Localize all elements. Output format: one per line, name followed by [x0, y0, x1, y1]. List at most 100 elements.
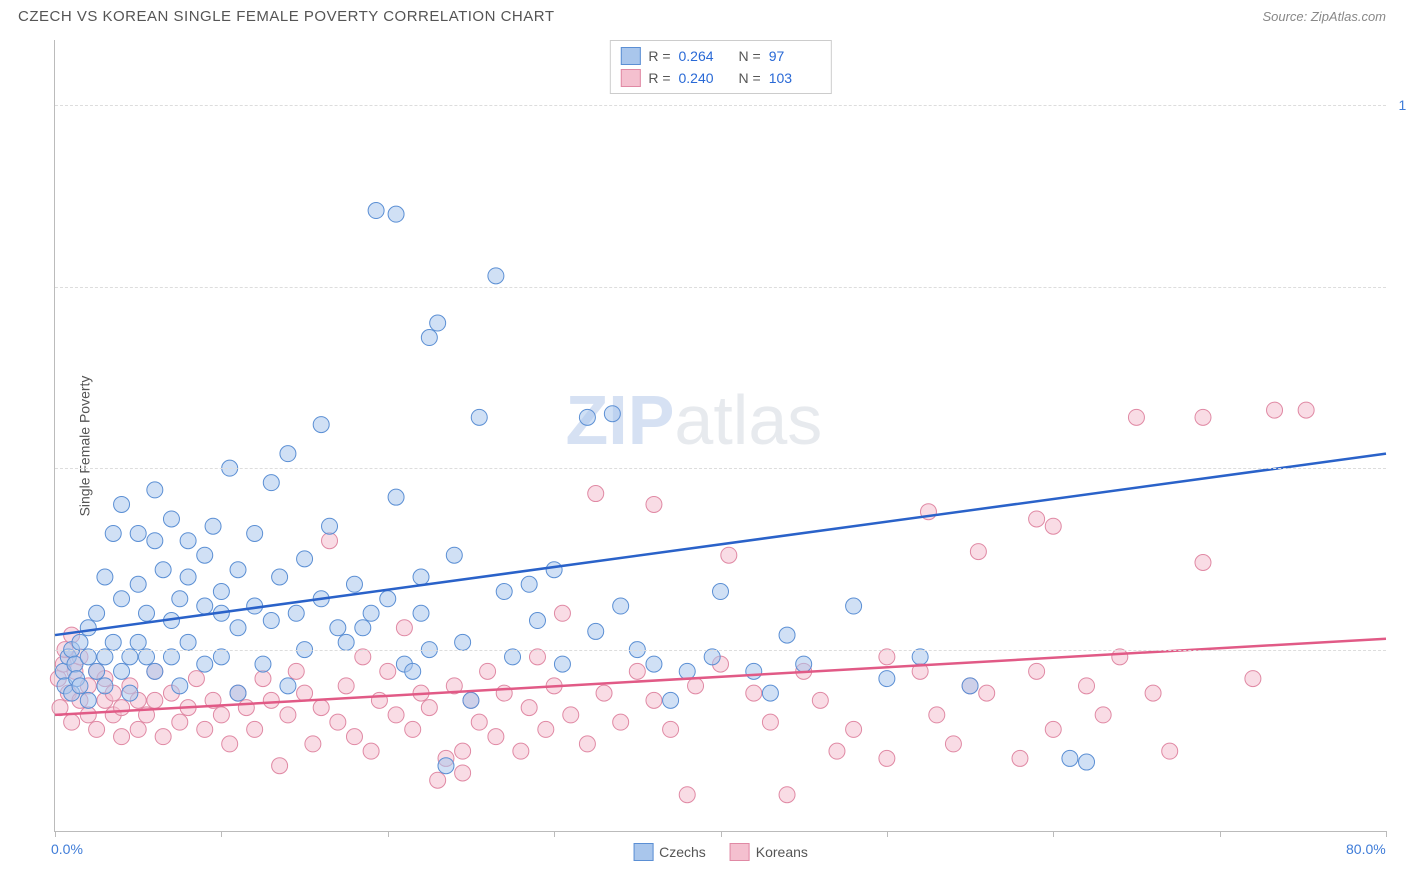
scatter-point [388, 206, 404, 222]
scatter-point [846, 598, 862, 614]
scatter-point [322, 533, 338, 549]
correlation-legend: R = 0.264 N = 97 R = 0.240 N = 103 [609, 40, 831, 94]
scatter-point [779, 787, 795, 803]
scatter-point [1062, 750, 1078, 766]
scatter-point [579, 409, 595, 425]
scatter-point [1267, 402, 1283, 418]
scatter-point [613, 598, 629, 614]
scatter-point [272, 758, 288, 774]
chart-plot-area: ZIPatlas R = 0.264 N = 97 R = 0.240 N = … [54, 40, 1386, 832]
scatter-point [596, 685, 612, 701]
scatter-point [280, 446, 296, 462]
scatter-point [1195, 554, 1211, 570]
scatter-point [122, 685, 138, 701]
scatter-point [97, 678, 113, 694]
chart-title: CZECH VS KOREAN SINGLE FEMALE POVERTY CO… [18, 8, 555, 25]
scatter-point [846, 721, 862, 737]
trend-line [55, 454, 1386, 635]
scatter-point [368, 203, 384, 219]
scatter-point [529, 649, 545, 665]
scatter-point [879, 671, 895, 687]
scatter-point [762, 685, 778, 701]
scatter-point [338, 678, 354, 694]
scatter-point [122, 649, 138, 665]
scatter-point [380, 663, 396, 679]
legend-row-czechs: R = 0.264 N = 97 [620, 45, 820, 67]
scatter-point [197, 598, 213, 614]
x-tick [55, 831, 56, 837]
legend-item-czechs: Czechs [633, 843, 706, 861]
scatter-point [713, 584, 729, 600]
scatter-point [430, 315, 446, 331]
x-tick [554, 831, 555, 837]
scatter-point [64, 714, 80, 730]
grid-line [55, 105, 1386, 106]
scatter-point [413, 605, 429, 621]
scatter-point [688, 678, 704, 694]
scatter-point [313, 700, 329, 716]
legend-item-koreans: Koreans [730, 843, 808, 861]
scatter-point [213, 707, 229, 723]
scatter-point [563, 707, 579, 723]
scatter-point [255, 671, 271, 687]
y-tick-label: 100.0% [1392, 97, 1406, 113]
scatter-point [72, 634, 88, 650]
scatter-point [263, 692, 279, 708]
scatter-point [89, 605, 105, 621]
scatter-point [172, 714, 188, 730]
scatter-point [646, 656, 662, 672]
scatter-svg [55, 40, 1386, 831]
scatter-point [546, 562, 562, 578]
scatter-point [421, 330, 437, 346]
scatter-point [496, 584, 512, 600]
scatter-point [139, 605, 155, 621]
scatter-point [188, 671, 204, 687]
scatter-point [1112, 649, 1128, 665]
scatter-point [1079, 678, 1095, 694]
scatter-point [197, 656, 213, 672]
scatter-point [213, 649, 229, 665]
scatter-point [130, 634, 146, 650]
scatter-point [147, 482, 163, 498]
scatter-point [147, 663, 163, 679]
scatter-point [163, 511, 179, 527]
scatter-point [114, 729, 130, 745]
scatter-point [313, 417, 329, 433]
scatter-point [197, 721, 213, 737]
scatter-point [180, 533, 196, 549]
scatter-point [263, 475, 279, 491]
scatter-point [297, 685, 313, 701]
scatter-point [704, 649, 720, 665]
scatter-point [588, 623, 604, 639]
scatter-point [604, 406, 620, 422]
scatter-point [247, 721, 263, 737]
scatter-point [238, 700, 254, 716]
scatter-point [180, 569, 196, 585]
scatter-point [1045, 721, 1061, 737]
scatter-point [297, 551, 313, 567]
scatter-point [663, 692, 679, 708]
scatter-point [346, 729, 362, 745]
scatter-point [139, 649, 155, 665]
scatter-point [247, 525, 263, 541]
scatter-point [155, 562, 171, 578]
scatter-point [388, 707, 404, 723]
scatter-point [538, 721, 554, 737]
scatter-point [163, 649, 179, 665]
scatter-point [230, 562, 246, 578]
scatter-point [1012, 750, 1028, 766]
scatter-point [463, 692, 479, 708]
x-tick [388, 831, 389, 837]
scatter-point [305, 736, 321, 752]
x-tick [887, 831, 888, 837]
scatter-point [80, 649, 96, 665]
scatter-point [471, 714, 487, 730]
y-tick-label: 75.0% [1392, 279, 1406, 295]
scatter-point [1029, 511, 1045, 527]
scatter-point [746, 685, 762, 701]
scatter-point [438, 758, 454, 774]
scatter-point [979, 685, 995, 701]
scatter-point [646, 692, 662, 708]
scatter-point [363, 605, 379, 621]
scatter-point [288, 605, 304, 621]
